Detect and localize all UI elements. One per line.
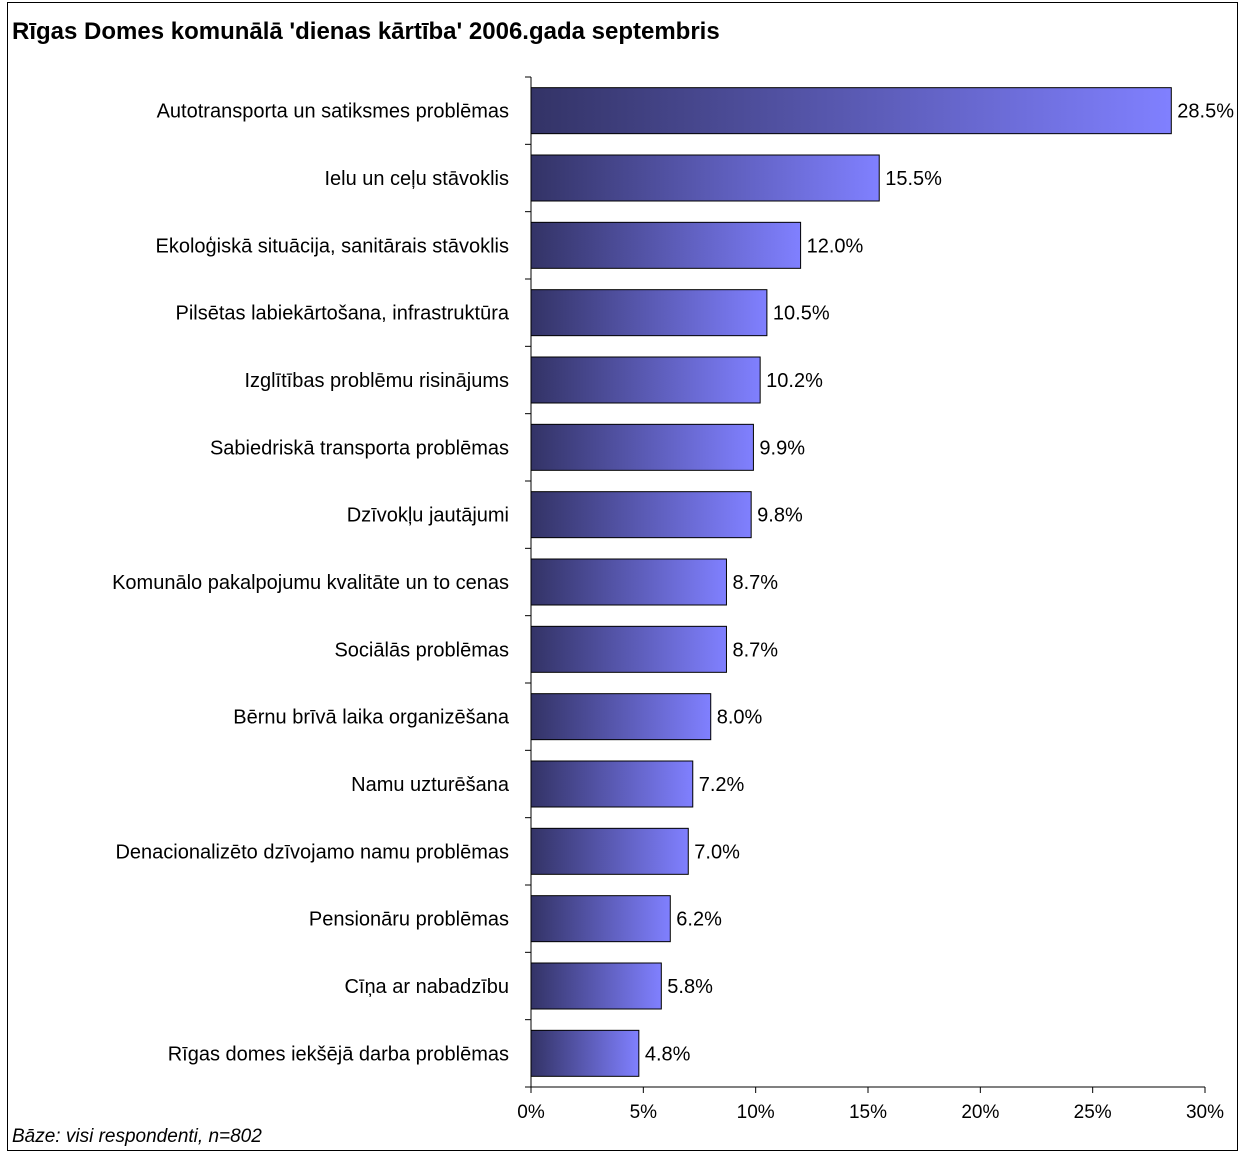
axis-layer xyxy=(525,76,1206,1093)
data-label: 10.2% xyxy=(766,370,823,392)
footnote: Bāze: visi respondenti, n=802 xyxy=(12,1126,262,1147)
category-label: Rīgas domes iekšējā darba problēmas xyxy=(168,1043,509,1065)
category-label: Ekoloģiskā situācija, sanitārais stāvokl… xyxy=(156,235,510,257)
data-label: 15.5% xyxy=(885,168,942,190)
x-tick-label: 15% xyxy=(849,1102,887,1123)
x-tick-label: 0% xyxy=(517,1102,545,1123)
data-label: 7.0% xyxy=(694,841,740,863)
bar xyxy=(530,895,671,943)
bar xyxy=(530,1029,640,1077)
bar xyxy=(530,221,802,269)
data-label: 8.7% xyxy=(732,572,778,594)
data-label: 9.8% xyxy=(757,505,803,527)
data-label: 10.5% xyxy=(773,303,830,325)
x-tick-label: 10% xyxy=(737,1102,775,1123)
bar xyxy=(530,491,752,539)
category-label: Namu uzturēšana xyxy=(351,774,510,796)
bars-layer xyxy=(530,87,1172,1077)
bar xyxy=(530,87,1172,135)
data-label: 12.0% xyxy=(807,235,864,257)
category-label: Denacionalizēto dzīvojamo namu problēmas xyxy=(115,841,509,863)
bar xyxy=(530,693,712,741)
x-tick-label: 20% xyxy=(961,1102,999,1123)
category-label: Cīņa ar nabadzību xyxy=(344,976,509,998)
data-label: 8.0% xyxy=(717,707,763,729)
category-label: Bērnu brīvā laika organizēšana xyxy=(233,707,510,729)
bar xyxy=(530,356,761,404)
bar xyxy=(530,827,689,875)
category-label: Sabiedriskā transporta problēmas xyxy=(210,437,509,459)
data-label: 8.7% xyxy=(732,639,778,661)
data-label: 28.5% xyxy=(1177,101,1234,123)
category-label: Izglītības problēmu risinājums xyxy=(244,370,509,392)
x-tick-label: 5% xyxy=(630,1102,658,1123)
category-label: Sociālās problēmas xyxy=(334,639,509,661)
data-label: 4.8% xyxy=(645,1043,691,1065)
bar xyxy=(530,962,662,1010)
bar xyxy=(530,423,754,471)
data-label: 7.2% xyxy=(699,774,745,796)
bar xyxy=(530,154,880,202)
data-label: 9.9% xyxy=(759,437,805,459)
x-tick-label: 25% xyxy=(1074,1102,1112,1123)
data-label: 6.2% xyxy=(676,909,722,931)
bar xyxy=(530,289,768,337)
chart-frame xyxy=(7,2,1238,1151)
category-label: Dzīvokļu jautājumi xyxy=(347,505,509,527)
category-label: Pensionāru problēmas xyxy=(309,909,509,931)
bar xyxy=(530,558,727,606)
data-label: 5.8% xyxy=(667,976,713,998)
category-label: Pilsētas labiekārtošana, infrastruktūra xyxy=(176,303,510,325)
bar xyxy=(530,625,727,673)
category-label: Komunālo pakalpojumu kvalitāte un to cen… xyxy=(112,572,509,594)
category-label: Ielu un ceļu stāvoklis xyxy=(324,168,509,190)
chart-title: Rīgas Domes komunālā 'dienas kārtība' 20… xyxy=(12,18,720,45)
category-label: Autotransporta un satiksmes problēmas xyxy=(157,101,509,123)
bar xyxy=(530,760,694,808)
x-tick-label: 30% xyxy=(1186,1102,1224,1123)
labels-layer: Autotransporta un satiksmes problēmas 28.… xyxy=(112,101,1234,1123)
